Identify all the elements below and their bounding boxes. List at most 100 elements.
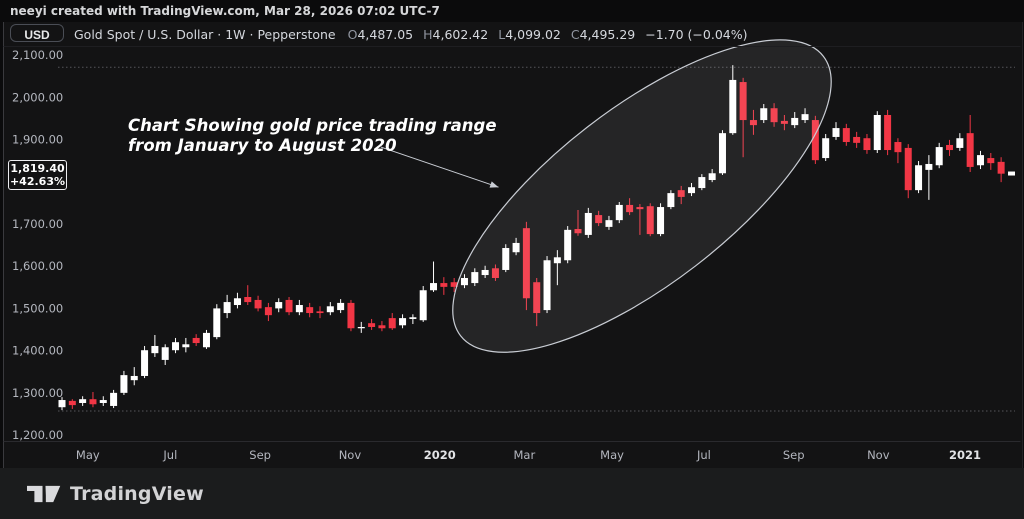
price-axis-label[interactable]: 1,700.00 bbox=[12, 217, 63, 231]
candle-body bbox=[780, 120, 788, 124]
last-price-tick bbox=[1008, 171, 1015, 176]
price-axis-label[interactable]: 1,300.00 bbox=[12, 386, 63, 400]
price-axis-label[interactable]: 1,500.00 bbox=[12, 301, 63, 315]
attribution-text: neeyi created with TradingView.com, Mar … bbox=[10, 4, 440, 18]
candle-body bbox=[626, 204, 634, 213]
time-axis-label[interactable]: Sep bbox=[783, 448, 805, 462]
currency-usd-button[interactable]: USD bbox=[10, 24, 64, 42]
candle-body bbox=[213, 308, 221, 338]
time-axis-label[interactable]: Nov bbox=[867, 448, 890, 462]
candle-body bbox=[172, 342, 180, 351]
ohlc-close: C4,495.29 bbox=[570, 27, 636, 42]
candle-body bbox=[564, 229, 572, 261]
candle-body bbox=[161, 347, 169, 360]
candle-body bbox=[574, 229, 582, 234]
price-axis-label[interactable]: 1,600.00 bbox=[12, 259, 63, 273]
candle-body bbox=[285, 299, 293, 313]
candle-body bbox=[822, 138, 830, 159]
candle-body bbox=[388, 318, 396, 329]
candle-body bbox=[120, 375, 128, 393]
ohlc-low: L4,099.02 bbox=[498, 27, 561, 42]
time-axis-label[interactable]: Nov bbox=[339, 448, 362, 462]
candle-body bbox=[99, 400, 107, 403]
candle-body bbox=[894, 142, 902, 153]
highlight-ellipse[interactable] bbox=[407, 0, 877, 406]
annotation-line-2: from January to August 2020 bbox=[128, 136, 397, 155]
candle-body bbox=[873, 114, 881, 151]
time-axis-label[interactable]: 2021 bbox=[949, 448, 981, 462]
candle-body bbox=[89, 399, 97, 405]
candle-body bbox=[460, 277, 468, 286]
price-change: −1.70 (−0.04%) bbox=[645, 27, 748, 42]
time-axis-label[interactable]: Jul bbox=[696, 448, 711, 462]
candle-body bbox=[925, 163, 933, 170]
candle-body bbox=[595, 215, 603, 224]
candle-body bbox=[543, 260, 551, 311]
footer-bar: TradingView bbox=[0, 468, 1024, 519]
candle-body bbox=[419, 290, 427, 321]
candle-body bbox=[853, 136, 861, 143]
candle-body bbox=[646, 206, 654, 235]
price-axis-label[interactable]: 1,400.00 bbox=[12, 344, 63, 358]
candle-body bbox=[770, 108, 778, 123]
annotation-arrow-head bbox=[489, 181, 499, 188]
candle-body bbox=[233, 298, 241, 306]
candle-body bbox=[584, 212, 592, 235]
candle-body bbox=[244, 296, 252, 303]
time-axis-label[interactable]: May bbox=[76, 448, 100, 462]
candle-body bbox=[481, 269, 489, 276]
price-axis-label[interactable]: 2,000.00 bbox=[12, 90, 63, 104]
candle-body bbox=[58, 400, 66, 408]
price-axis-label[interactable]: 1,200.00 bbox=[12, 428, 63, 442]
tradingview-logo-icon[interactable] bbox=[27, 483, 61, 505]
last-price-label: 1,819.40 +42.63% bbox=[8, 160, 67, 190]
annotation-text[interactable]: Chart Showing gold price trading range f… bbox=[128, 116, 497, 156]
annotation-arrow-line[interactable] bbox=[380, 146, 499, 188]
candle-body bbox=[688, 187, 696, 194]
candle-body bbox=[904, 147, 912, 191]
candle-body bbox=[130, 375, 138, 381]
last-price-change-percent: +42.63% bbox=[9, 175, 66, 188]
symbol-bar: USD Gold Spot / U.S. Dollar · 1W · Peppe… bbox=[0, 22, 1024, 47]
last-price-value: 1,819.40 bbox=[10, 162, 65, 175]
tradingview-brand-text[interactable]: TradingView bbox=[70, 482, 204, 505]
candle-body bbox=[718, 133, 726, 174]
candle-body bbox=[553, 257, 561, 264]
candle-body bbox=[450, 282, 458, 287]
candle-body bbox=[295, 305, 303, 313]
time-axis-label[interactable]: Jul bbox=[162, 448, 177, 462]
price-axis-label[interactable]: 1,900.00 bbox=[12, 132, 63, 146]
candle-body bbox=[987, 158, 995, 164]
candle-body bbox=[997, 161, 1005, 174]
candle-body bbox=[966, 133, 974, 167]
candle-body bbox=[337, 302, 345, 311]
candle-body bbox=[946, 144, 954, 151]
candle-body bbox=[471, 272, 479, 284]
candle-body bbox=[811, 120, 819, 161]
candle-body bbox=[667, 193, 675, 208]
ohlc-readout: O4,487.05 H4,602.42 L4,099.02 C4,495.29 bbox=[348, 27, 636, 42]
candle-body bbox=[254, 299, 262, 309]
time-axis-label[interactable]: 2020 bbox=[424, 448, 456, 462]
candle-body bbox=[935, 147, 943, 166]
time-axis-label[interactable]: Mar bbox=[513, 448, 535, 462]
candle-body bbox=[956, 138, 964, 148]
candle-body bbox=[347, 302, 355, 329]
price-axis-label[interactable]: 2,100.00 bbox=[12, 48, 63, 62]
candle-body bbox=[677, 190, 685, 197]
candle-body bbox=[182, 344, 190, 348]
candle-body bbox=[791, 117, 799, 126]
candle-body bbox=[275, 302, 283, 309]
candle-body bbox=[399, 318, 407, 326]
candle-body bbox=[491, 268, 499, 278]
candle-body bbox=[976, 155, 984, 166]
time-axis-label[interactable]: May bbox=[600, 448, 624, 462]
candle-body bbox=[636, 207, 644, 210]
candle-body bbox=[141, 350, 149, 376]
symbol-title[interactable]: Gold Spot / U.S. Dollar · 1W · Peppersto… bbox=[74, 27, 336, 42]
candle-body bbox=[522, 228, 530, 299]
time-axis-label[interactable]: Sep bbox=[249, 448, 271, 462]
candle-body bbox=[378, 325, 386, 329]
candle-body bbox=[729, 79, 737, 134]
